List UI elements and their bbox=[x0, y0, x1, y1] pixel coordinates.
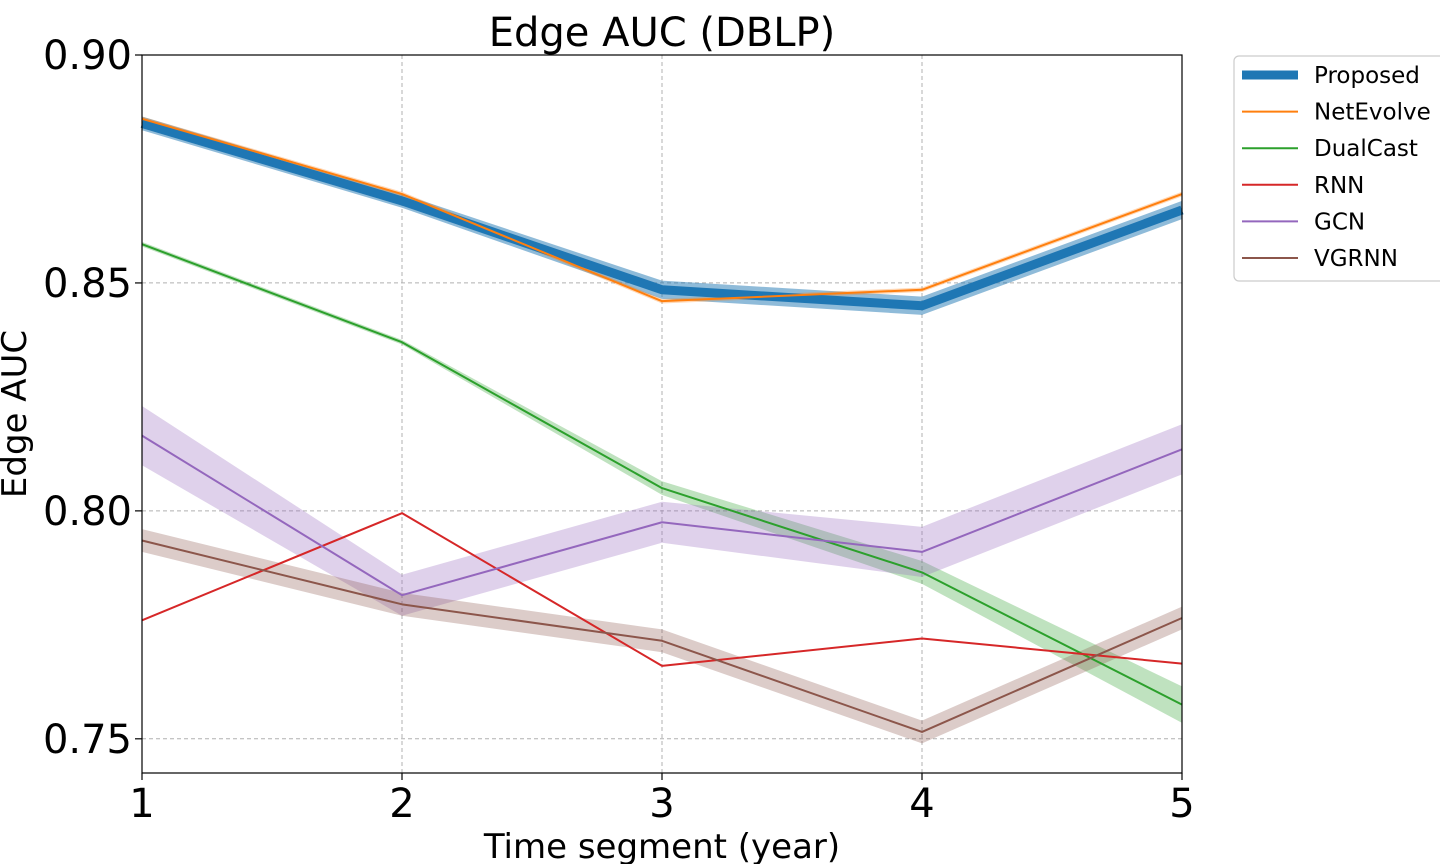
line-rnn bbox=[141, 512, 1183, 667]
x-tick-label: 1 bbox=[129, 781, 154, 827]
line-dualcast bbox=[141, 243, 1183, 706]
x-tick-label: 2 bbox=[389, 781, 414, 827]
x-tick-label: 4 bbox=[909, 781, 934, 827]
legend-label-gcn: GCN bbox=[1314, 209, 1365, 235]
legend-label-rnn: RNN bbox=[1314, 173, 1364, 199]
legend-label-proposed: Proposed bbox=[1314, 63, 1420, 89]
line-gcn bbox=[141, 434, 1183, 597]
y-tick-label: 0.80 bbox=[43, 489, 132, 535]
line-vgrnn bbox=[141, 539, 1183, 733]
axis-ticks: 1 2 3 4 5 0.75 0.80 0.85 0.90 bbox=[43, 33, 1195, 827]
line-netevolve bbox=[141, 117, 1183, 303]
y-tick-label: 0.90 bbox=[43, 33, 132, 79]
legend-label-vgrnn: VGRNN bbox=[1314, 246, 1398, 272]
band-dualcast bbox=[142, 241, 1182, 723]
chart-title: Edge AUC (DBLP) bbox=[489, 10, 836, 56]
band-vgrnn bbox=[142, 529, 1182, 744]
line-proposed bbox=[140, 119, 1184, 311]
legend-label-netevolve: NetEvolve bbox=[1314, 100, 1431, 126]
x-tick-label: 3 bbox=[649, 781, 674, 827]
x-tick-label: 5 bbox=[1169, 781, 1194, 827]
series-lines bbox=[140, 117, 1184, 733]
y-axis-label: Edge AUC bbox=[0, 330, 35, 498]
confidence-bands bbox=[142, 116, 1182, 744]
y-tick-label: 0.85 bbox=[43, 261, 132, 307]
legend: Proposed NetEvolve DualCast RNN GCN VGRNN bbox=[1233, 55, 1440, 282]
x-axis-label: Time segment (year) bbox=[483, 827, 840, 864]
legend-label-dualcast: DualCast bbox=[1314, 136, 1418, 162]
y-tick-label: 0.75 bbox=[43, 717, 132, 763]
band-gcn bbox=[142, 406, 1182, 616]
